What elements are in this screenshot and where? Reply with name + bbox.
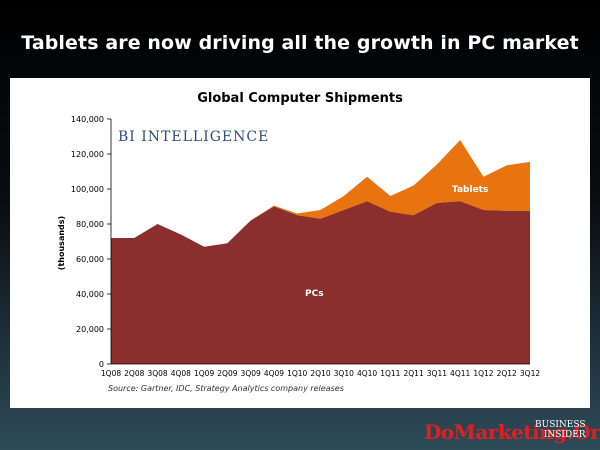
y-tick-label: 140,000	[71, 115, 104, 124]
y-tick-label: 0	[99, 360, 104, 369]
y-tick-label: 20,000	[76, 325, 104, 334]
x-tick-label: 3Q08	[147, 369, 167, 378]
series-label-pcs: PCs	[305, 289, 324, 299]
business-insider-logo: BUSINESS INSIDER	[535, 420, 586, 440]
x-tick-label: 2Q09	[217, 369, 237, 378]
y-tick-label: 120,000	[71, 150, 104, 159]
series-label-tablets: Tablets	[452, 185, 488, 195]
y-tick-labels: 0 20,000 40,000 60,000 80,000 100,000 120,000 1…	[71, 115, 104, 369]
x-tick-label: 2Q10	[310, 369, 330, 378]
x-tick-label: 3Q10	[334, 369, 354, 378]
logo-line-2: INSIDER	[543, 430, 586, 440]
chart-title: Global Computer Shipments	[197, 91, 403, 106]
x-tick-labels: 1Q08 2Q08 3Q08 4Q08 1Q09 2Q09 3Q09 4Q09 1Q10 2Q10…	[101, 369, 540, 378]
axis-layer	[107, 118, 530, 365]
x-tick-label: 2Q12	[497, 369, 517, 378]
x-tick-label: 1Q11	[380, 369, 400, 378]
y-tick-label: 40,000	[76, 290, 104, 299]
x-tick-label: 2Q08	[124, 369, 144, 378]
x-tick-label: 1Q10	[287, 369, 307, 378]
x-tick-label: 3Q12	[520, 369, 540, 378]
y-tick-label: 60,000	[76, 255, 104, 264]
x-tick-label: 4Q09	[264, 369, 284, 378]
x-tick-label: 1Q09	[194, 369, 214, 378]
x-tick-label: 4Q08	[171, 369, 191, 378]
x-tick-label: 4Q10	[357, 369, 377, 378]
x-tick-label: 3Q11	[427, 369, 447, 378]
x-tick-label: 1Q08	[101, 369, 121, 378]
watermark: DoMarketing.Org	[424, 420, 600, 444]
area-layer	[111, 140, 530, 364]
slide-title: Tablets are now driving all the growth i…	[21, 32, 579, 54]
x-tick-label: 1Q12	[473, 369, 493, 378]
logo-line-1: BUSINESS	[535, 420, 586, 430]
x-tick-label: 2Q11	[404, 369, 424, 378]
y-tick-label: 100,000	[71, 185, 104, 194]
x-tick-label: 3Q09	[241, 369, 261, 378]
series-area-pcs	[111, 201, 530, 364]
series-area-tablets	[111, 140, 530, 247]
y-tick-label: 80,000	[76, 220, 104, 229]
source-note: Source: Gartner, IDC, Strategy Analytics…	[108, 384, 344, 393]
y-axis-label: (thousands)	[57, 216, 66, 270]
x-tick-label: 4Q11	[450, 369, 470, 378]
brand-label: BI INTELLIGENCE	[118, 129, 269, 145]
